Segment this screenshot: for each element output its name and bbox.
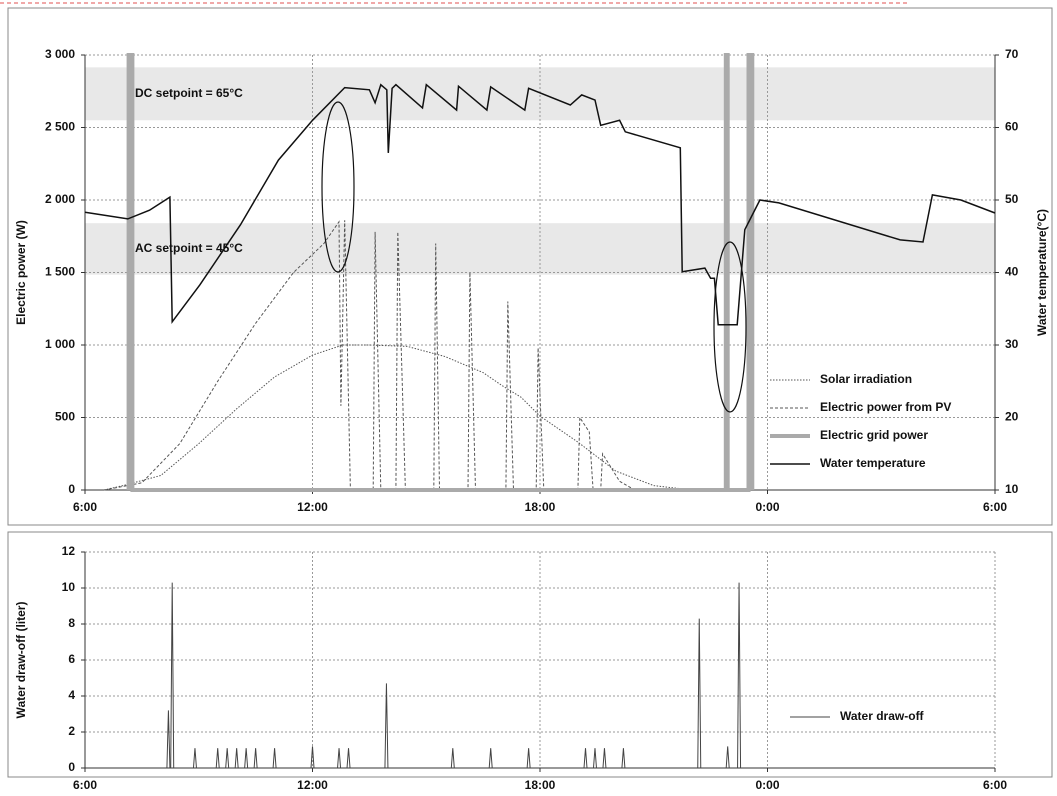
y-tick-label: 10: [62, 580, 76, 594]
band-label: AC setpoint = 45°C: [135, 241, 243, 255]
draw-off-spike: [602, 748, 607, 769]
x-tick-label: 12:00: [297, 778, 328, 792]
draw-off-spike: [225, 748, 230, 769]
draw-off-spike: [592, 748, 597, 769]
y-axis-label: Electric power (W): [14, 220, 28, 325]
draw-off-spike: [244, 748, 249, 769]
draw-off-spike: [697, 618, 702, 769]
x-tick-label: 6:00: [73, 500, 97, 514]
y-tick-label: 0: [68, 482, 75, 496]
y2-tick-label: 30: [1005, 337, 1019, 351]
legend-label: Solar irradiation: [820, 372, 912, 386]
y2-axis-label: Water temperature(°C): [1035, 209, 1049, 336]
y2-tick-label: 50: [1005, 192, 1019, 206]
draw-off-spike: [192, 748, 197, 769]
y-tick-label: 500: [55, 410, 75, 424]
series-line: [103, 220, 636, 491]
draw-off-spike: [234, 748, 239, 769]
draw-off-spike: [526, 748, 531, 769]
x-tick-label: 0:00: [755, 778, 779, 792]
y-tick-label: 2 000: [45, 192, 75, 206]
legend-label: Water draw-off: [840, 709, 925, 723]
draw-off-spike: [450, 748, 455, 769]
y-tick-label: 1 500: [45, 265, 75, 279]
band-label: DC setpoint = 65°C: [135, 86, 243, 100]
draw-off-spike: [384, 683, 389, 769]
draw-off-spike: [253, 748, 258, 769]
legend-label: Electric grid power: [820, 428, 928, 442]
panel-frame: [7, 7, 1053, 526]
highlight-ellipse: [713, 241, 747, 413]
y-tick-label: 4: [68, 688, 75, 702]
y-tick-label: 2 500: [45, 120, 75, 134]
draw-off-spike: [170, 582, 175, 769]
y-tick-label: 0: [68, 760, 75, 774]
legend-label: Electric power from PV: [820, 400, 951, 414]
y-tick-label: 6: [68, 652, 75, 666]
draw-off-spike: [337, 748, 342, 769]
highlight-ellipse: [321, 101, 355, 273]
y-tick-label: 12: [62, 544, 76, 558]
draw-off-spike: [346, 748, 351, 769]
y2-tick-label: 70: [1005, 47, 1019, 61]
x-tick-label: 0:00: [755, 500, 779, 514]
y2-tick-label: 40: [1005, 265, 1019, 279]
draw-off-spike: [166, 710, 171, 769]
draw-off-spike: [488, 748, 493, 769]
series-line: [103, 344, 692, 491]
series-line: [84, 83, 996, 326]
legend-label: Water temperature: [820, 456, 926, 470]
panel-frame: [7, 531, 1053, 778]
y-tick-label: 8: [68, 616, 75, 630]
x-tick-label: 18:00: [525, 778, 556, 792]
draw-off-spike: [725, 746, 730, 769]
x-tick-label: 12:00: [297, 500, 328, 514]
x-tick-label: 6:00: [983, 500, 1007, 514]
draw-off-spike: [310, 746, 315, 769]
x-tick-label: 18:00: [525, 500, 556, 514]
x-tick-label: 6:00: [73, 778, 97, 792]
x-tick-label: 6:00: [983, 778, 1007, 792]
y-tick-label: 3 000: [45, 47, 75, 61]
y2-tick-label: 60: [1005, 120, 1019, 134]
draw-off-spike: [737, 582, 742, 769]
series-line: [126, 53, 755, 492]
y2-tick-label: 20: [1005, 410, 1019, 424]
y-axis-label: Water draw-off (liter): [14, 602, 28, 719]
draw-off-spike: [583, 748, 588, 769]
draw-off-spike: [272, 748, 277, 769]
y-tick-label: 1 000: [45, 337, 75, 351]
y2-tick-label: 10: [1005, 482, 1019, 496]
y-tick-label: 2: [68, 724, 75, 738]
draw-off-spike: [621, 748, 626, 769]
draw-off-spike: [215, 748, 220, 769]
